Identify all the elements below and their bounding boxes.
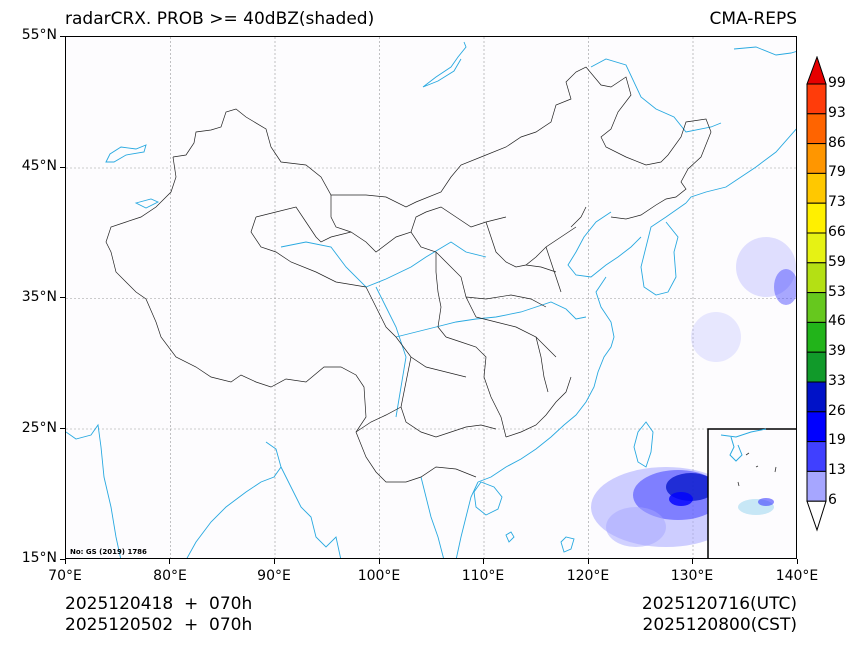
- coastlines: [66, 41, 796, 558]
- political-borders: [105, 66, 712, 483]
- lat-tick-35: 35°N: [21, 289, 57, 305]
- lon-tickmark: [588, 559, 589, 564]
- colorbar-label: 13: [828, 462, 846, 478]
- lat-tickmark: [60, 297, 65, 298]
- lon-tickmark: [65, 559, 66, 564]
- lon-tickmark: [274, 559, 275, 564]
- colorbar-label: 46: [828, 313, 846, 329]
- colorbar-label: 53: [828, 284, 846, 300]
- lon-tick-70: 70°E: [48, 568, 82, 584]
- lon-tick-110: 110°E: [461, 568, 505, 584]
- colorbar-label: 39: [828, 343, 846, 359]
- lon-tick-130: 130°E: [670, 568, 714, 584]
- colorbar-label: 86: [828, 135, 846, 151]
- lon-tickmark: [169, 559, 170, 564]
- lon-tick-120: 120°E: [566, 568, 610, 584]
- probability-shading: [591, 237, 796, 547]
- model-name: CMA-REPS: [709, 9, 797, 29]
- map-canvas: [66, 37, 796, 558]
- lon-tickmark: [483, 559, 484, 564]
- lat-tickmark: [60, 36, 65, 37]
- colorbar-label: 73: [828, 194, 846, 210]
- colorbar-under-arrow: [806, 500, 827, 532]
- gridlines: [66, 37, 796, 558]
- colorbar-label: 99: [828, 75, 846, 91]
- colorbar-label: 93: [828, 105, 846, 121]
- map-approval-note: No: GS (2019) 1786: [70, 548, 147, 556]
- colorbar-label: 33: [828, 373, 846, 389]
- lon-tick-90: 90°E: [257, 568, 291, 584]
- lon-tickmark: [379, 559, 380, 564]
- colorbar-graphic: [806, 55, 827, 532]
- lat-tick-25: 25°N: [21, 420, 57, 436]
- lon-tickmark: [692, 559, 693, 564]
- colorbar-label: 66: [828, 224, 846, 240]
- lon-tick-100: 100°E: [357, 568, 401, 584]
- valid-time-cst: 2025120800(CST): [642, 615, 797, 635]
- lon-tick-140: 140°E: [775, 568, 819, 584]
- lat-tick-15: 15°N: [21, 550, 57, 566]
- chart-title: radarCRX. PROB >= 40dBZ(shaded): [65, 9, 375, 29]
- colorbar-label: 6: [828, 492, 837, 508]
- colorbar-label: 59: [828, 254, 846, 270]
- lon-tick-80: 80°E: [153, 568, 187, 584]
- colorbar: [806, 55, 828, 536]
- lat-tickmark: [60, 167, 65, 168]
- lat-tickmark: [60, 559, 65, 560]
- lat-tickmark: [60, 428, 65, 429]
- lat-tick-55: 55°N: [21, 27, 57, 43]
- colorbar-label: 19: [828, 432, 846, 448]
- colorbar-label: 26: [828, 403, 846, 419]
- south-china-sea-inset: [707, 428, 796, 558]
- colorbar-over-arrow: [806, 55, 827, 85]
- lat-tick-45: 45°N: [21, 158, 57, 174]
- valid-time-utc: 2025120716(UTC): [641, 594, 797, 614]
- init-time-bjt: 2025120502 + 070h: [65, 615, 253, 635]
- init-time-utc: 2025120418 + 070h: [65, 594, 253, 614]
- lon-tickmark: [797, 559, 798, 564]
- map-plot-area[interactable]: No: GS (2019) 1786: [65, 36, 797, 559]
- colorbar-label: 79: [828, 164, 846, 180]
- colorbar-segments: [806, 83, 827, 502]
